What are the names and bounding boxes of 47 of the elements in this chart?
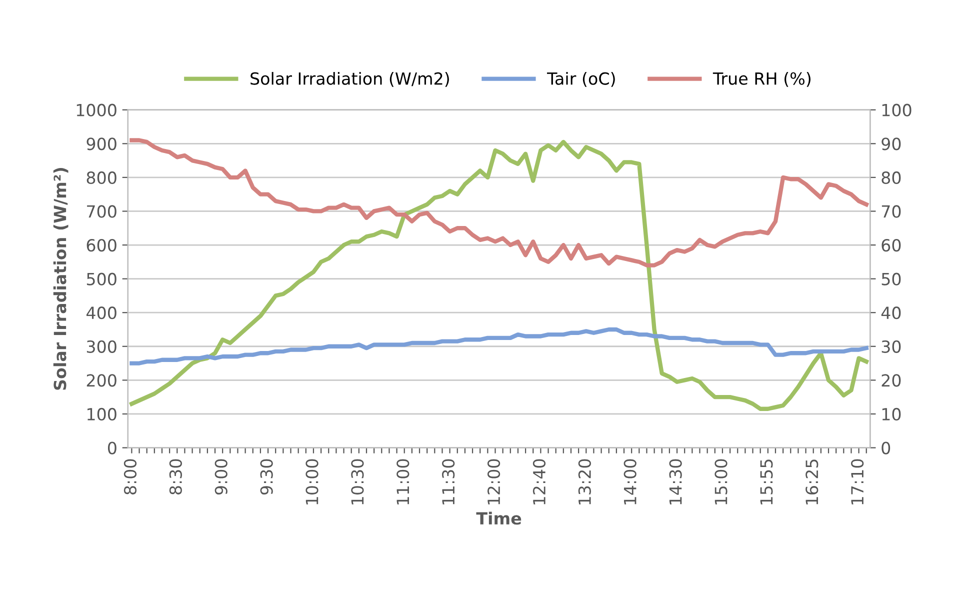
x-tick-label: 12:00 [487, 459, 500, 504]
x-tick-label: 14:00 [624, 459, 636, 504]
y2-tick-label: 70 [882, 205, 901, 218]
y-axis-title: Solar Irradiation (W/m²) [53, 168, 68, 390]
x-tick-label: 15:55 [760, 460, 773, 504]
y-tick-label: 800 [86, 171, 116, 184]
y-tick-label: 900 [86, 138, 116, 150]
x-tick-label: 10:00 [306, 459, 318, 504]
legend-label: True RH (%) [712, 72, 810, 87]
y-tick-label: 200 [86, 374, 116, 387]
x-tick-label: 8:00 [124, 459, 137, 494]
x-tick-label: 10:30 [351, 459, 364, 504]
y2-tick-label: 10 [882, 408, 901, 421]
y-tick-label: 100 [88, 408, 116, 421]
x-tick-label: 8:30 [169, 459, 182, 494]
y2-tick-label: 0 [882, 442, 890, 454]
x-tick-label: 11:30 [442, 459, 455, 504]
y2-tick-label: 60 [882, 238, 901, 252]
y2-tick-label: 40 [881, 306, 901, 320]
line-series [130, 327, 868, 366]
y2-tick-label: 90 [882, 138, 901, 150]
line-series [130, 138, 868, 268]
y-tick-label: 0 [108, 442, 116, 454]
x-axis-title: Time [476, 512, 522, 525]
x-tick-label: 17:10 [851, 459, 864, 504]
x-tick-label: 12:40 [532, 459, 546, 504]
x-tick-label: 9:00 [214, 459, 228, 495]
y-tick-label: 300 [86, 340, 116, 353]
y-tick-label: 400 [86, 306, 116, 320]
y2-tick-label: 100 [882, 104, 912, 116]
y2-tick-label: 50 [882, 272, 901, 286]
x-tick-label: 15:00 [714, 459, 728, 504]
y-tick-label: 600 [86, 238, 116, 252]
x-tick-label: 14:30 [669, 459, 682, 504]
y-tick-label: 1000 [76, 104, 116, 116]
y-tick-label: 500 [86, 272, 116, 286]
y2-tick-label: 20 [882, 374, 901, 387]
legend-label: Tair (oC) [547, 72, 615, 87]
y2-tick-label: 30 [882, 340, 901, 353]
x-tick-label: 16:25 [806, 460, 818, 504]
x-tick-label: 11:00 [396, 459, 410, 504]
line-series [130, 140, 868, 411]
x-tick-label: 9:30 [260, 459, 273, 495]
y2-tick-label: 80 [882, 171, 901, 184]
legend-label: Solar Irradiation (W/m2) [250, 72, 449, 87]
x-tick-label: 13:20 [578, 459, 591, 504]
y-tick-label: 700 [87, 205, 116, 218]
